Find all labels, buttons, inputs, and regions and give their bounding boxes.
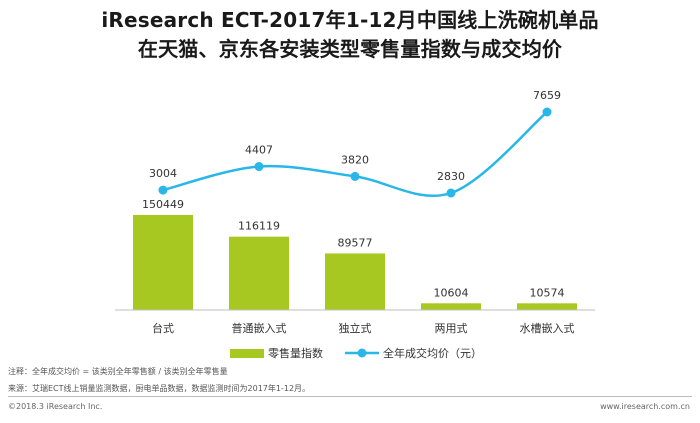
bar-value-label-1: 116119 xyxy=(238,220,280,233)
price-point-0 xyxy=(158,185,168,195)
bar-value-label-2: 89577 xyxy=(338,236,373,249)
price-point-1 xyxy=(254,162,264,172)
x-tick-labels: 台式 普通嵌入式 独立式 两用式 水槽嵌入式 xyxy=(152,321,575,335)
note-text: 注释：全年成交均价 = 该类别全年零售额 / 该类别全年零售量 xyxy=(8,367,228,376)
bar-0 xyxy=(133,215,193,310)
bar-value-label-3: 10604 xyxy=(434,286,469,299)
price-point-2 xyxy=(350,171,360,181)
legend-label-line: 全年成交均价（元） xyxy=(383,346,482,360)
line-series-layer: 3004 4407 3820 2830 7659 xyxy=(149,89,561,198)
x-tick-label-1: 普通嵌入式 xyxy=(232,321,287,335)
price-value-label-4: 7659 xyxy=(533,89,561,102)
legend-label-bar: 零售量指数 xyxy=(268,346,323,360)
x-tick-label-2: 独立式 xyxy=(339,321,372,335)
notes-block: 注释：全年成交均价 = 该类别全年零售额 / 该类别全年零售量 来源：艾瑞ECT… xyxy=(8,363,310,397)
combo-chart: 150449 116119 89577 10604 10574 3004 4407 3820… xyxy=(115,89,595,360)
price-value-label-2: 3820 xyxy=(341,153,369,166)
price-value-label-3: 2830 xyxy=(437,170,465,183)
price-value-label-1: 4407 xyxy=(245,144,273,157)
footer-divider xyxy=(8,396,692,397)
bar-3 xyxy=(421,303,481,310)
bar-value-label-4: 10574 xyxy=(530,286,565,299)
copyright-text: ©2018.3 iResearch Inc. xyxy=(8,402,103,411)
legend: 零售量指数 全年成交均价（元） xyxy=(230,346,482,360)
price-point-4 xyxy=(542,107,552,117)
price-value-label-0: 3004 xyxy=(149,167,177,180)
bar-series-layer: 150449 116119 89577 10604 10574 xyxy=(133,198,577,310)
bar-2 xyxy=(325,253,385,310)
chart-title-line-1: iResearch ECT-2017年1-12月中国线上洗碗机单品 xyxy=(101,8,599,32)
legend-swatch-bar xyxy=(230,349,264,358)
bar-1 xyxy=(229,236,289,310)
bar-value-label-0: 150449 xyxy=(142,198,184,211)
website-link[interactable]: www.iresearch.com.cn xyxy=(600,402,690,411)
legend-marker xyxy=(357,348,367,358)
bar-4 xyxy=(517,303,577,310)
price-point-3 xyxy=(446,188,456,198)
x-tick-label-3: 两用式 xyxy=(435,322,468,335)
x-tick-label-0: 台式 xyxy=(152,321,174,335)
source-text: 来源：艾瑞ECT线上销量监测数据，厨电单品数据，数据监测时间为2017年1-12… xyxy=(8,384,311,393)
chart-title: iResearch ECT-2017年1-12月中国线上洗碗机单品 在天猫、京东… xyxy=(0,6,700,64)
chart-title-line-2: 在天猫、京东各安装类型零售量指数与成交均价 xyxy=(137,37,563,61)
x-tick-label-4: 水槽嵌入式 xyxy=(520,322,575,335)
